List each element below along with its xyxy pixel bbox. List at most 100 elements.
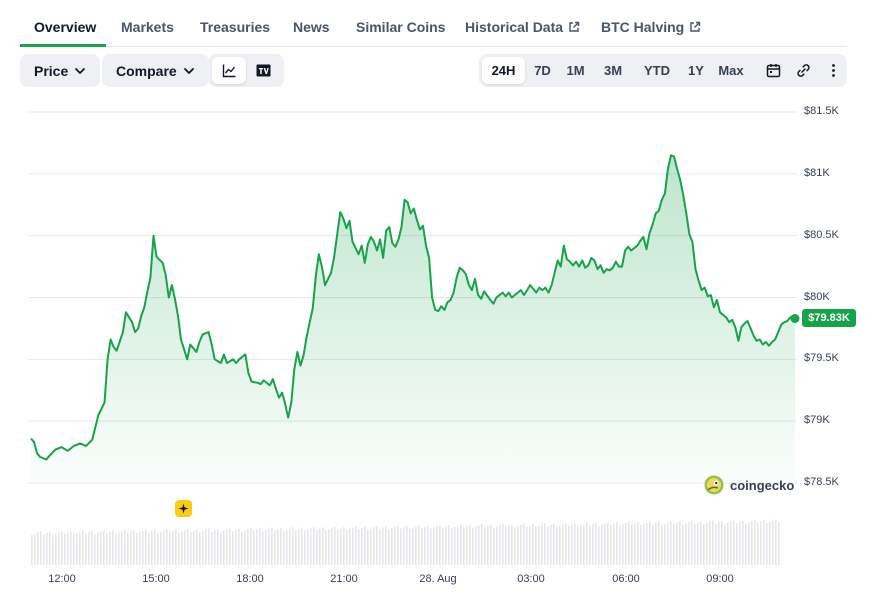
range-24h-button[interactable]: 24H (482, 57, 525, 84)
compare-dropdown[interactable]: Compare (102, 54, 209, 87)
volume-bar (604, 523, 606, 565)
volume-bar (52, 534, 54, 565)
volume-bar (538, 525, 540, 565)
volume-bar (112, 530, 114, 565)
volume-bar (418, 525, 420, 565)
view-mode-group (208, 54, 284, 87)
volume-bar (574, 523, 576, 565)
volume-bar (676, 522, 678, 565)
price-line (30, 154, 796, 461)
volume-bar (595, 523, 597, 565)
volume-bar (127, 532, 129, 565)
range-max-button[interactable]: Max (718, 63, 744, 78)
tab-treasuries[interactable]: Treasuries (200, 19, 270, 35)
volume-bar (328, 529, 330, 565)
volume-bar (280, 528, 282, 565)
volume-bar (634, 523, 636, 565)
price-dropdown[interactable]: Price (20, 54, 101, 87)
volume-bar (565, 522, 567, 565)
volume-bar (751, 521, 753, 565)
tab-btc-halving[interactable]: BTC Halving (601, 19, 701, 35)
volume-bar (583, 523, 585, 565)
volume-bar (703, 524, 705, 565)
line-chart-view-button[interactable] (212, 57, 246, 84)
volume-bar (73, 534, 75, 565)
volume-bar (208, 528, 210, 565)
volume-bar (673, 524, 675, 565)
volume-bar (424, 526, 426, 565)
tab-news[interactable]: News (293, 19, 330, 35)
volume-bar (187, 528, 189, 565)
volume-bar (349, 528, 351, 565)
volume-bars (31, 519, 780, 565)
range-3m-button[interactable]: 3M (603, 63, 623, 78)
volume-bar (151, 531, 153, 565)
volume-bar (448, 525, 450, 565)
range-7d-button[interactable]: 7D (534, 63, 551, 78)
volume-bar (649, 521, 651, 565)
volume-bar (532, 524, 534, 565)
volume-bar (535, 526, 537, 565)
volume-bar (133, 530, 135, 565)
news-event-marker[interactable] (175, 500, 192, 517)
volume-bar (502, 523, 504, 565)
tab-markets[interactable]: Markets (121, 19, 174, 35)
volume-bar (397, 525, 399, 565)
volume-bar (40, 531, 42, 565)
volume-bar (286, 529, 288, 565)
volume-bar (256, 529, 258, 565)
volume-bar (610, 525, 612, 565)
volume-bar (43, 534, 45, 565)
tradingview-view-button[interactable] (246, 57, 280, 84)
tab-similar-coins[interactable]: Similar Coins (356, 19, 445, 35)
volume-bar (58, 532, 60, 565)
volume-bar (337, 529, 339, 565)
volume-bar (490, 524, 492, 565)
link-icon[interactable] (795, 62, 812, 79)
volume-bar (304, 530, 306, 565)
volume-bar (487, 525, 489, 565)
volume-bar (598, 525, 600, 565)
volume-bar (718, 522, 720, 565)
volume-bar (445, 526, 447, 565)
price-dropdown-label: Price (34, 62, 69, 79)
volume-bar (307, 529, 309, 565)
time-range-group: 24H 7D 1M 3M YTD 1Y Max (479, 54, 847, 87)
volume-bar (748, 522, 750, 565)
volume-bar (442, 527, 444, 565)
volume-bar (760, 521, 762, 565)
volume-bar (556, 526, 558, 565)
volume-bar (631, 524, 633, 565)
calendar-icon[interactable] (765, 62, 782, 79)
volume-bar (511, 524, 513, 565)
volume-bar (34, 533, 36, 565)
volume-bar (229, 528, 231, 565)
x-tick-label: 21:00 (330, 573, 358, 585)
volume-bar (235, 529, 237, 565)
volume-bar (241, 531, 243, 565)
range-ytd-button[interactable]: YTD (644, 63, 670, 78)
volume-bar (385, 526, 387, 565)
price-chart: $78.5K $79K $79.5K $80K $80.5K $81K $81.5K 12:… (0, 95, 871, 598)
volume-bar (163, 530, 165, 565)
more-vertical-icon[interactable] (825, 62, 842, 79)
volume-bar (739, 521, 741, 565)
volume-bar (763, 520, 765, 565)
range-1y-button[interactable]: 1Y (688, 63, 704, 78)
volume-bar (406, 526, 408, 565)
range-1m-button[interactable]: 1M (566, 63, 585, 78)
tab-historical-data[interactable]: Historical Data (465, 19, 580, 35)
volume-bar (334, 526, 336, 565)
tab-overview[interactable]: Overview (34, 19, 96, 35)
volume-bar (355, 526, 357, 565)
volume-bar (211, 531, 213, 565)
volume-bar (292, 527, 294, 565)
tab-label: BTC Halving (601, 19, 685, 35)
volume-bar (679, 521, 681, 565)
watermark-text: coingecko (730, 477, 795, 493)
volume-bar (616, 522, 618, 565)
volume-bar (319, 528, 321, 565)
price-area (31, 155, 795, 482)
volume-bar (472, 527, 474, 565)
volume-bar (160, 531, 162, 565)
